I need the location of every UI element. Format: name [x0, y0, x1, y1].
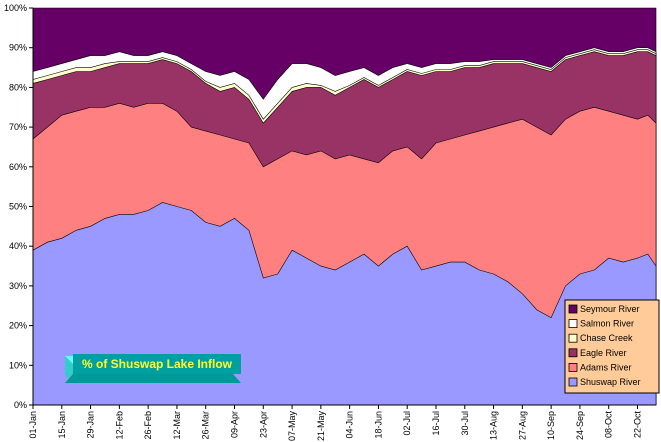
x-tick-label: 26-Feb — [143, 411, 153, 440]
y-tick-label: 70% — [9, 122, 27, 132]
chart-title-box: % of Shuswap Lake Inflow — [65, 354, 241, 383]
legend-swatch — [568, 377, 578, 387]
legend-label: Chase Creek — [580, 333, 633, 343]
legend: Seymour River Salmon River Chase Creek Eagl… — [564, 299, 660, 394]
x-tick-label: 15-Jan — [57, 411, 67, 439]
y-tick-label: 80% — [9, 82, 27, 92]
legend-items: Seymour River Salmon River Chase Creek Eagl… — [568, 304, 641, 387]
x-tick-label: 01-Jan — [28, 411, 38, 439]
legend-swatch — [568, 319, 578, 329]
x-tick-label: 12-Mar — [172, 411, 182, 440]
y-tick-label: 60% — [9, 162, 27, 172]
y-tick-label: 100% — [4, 3, 27, 13]
y-tick-label: 50% — [9, 202, 27, 212]
y-tick-label: 90% — [9, 43, 27, 53]
x-tick-label: 08-Oct — [604, 411, 614, 439]
x-tick-label: 16-Jul — [431, 411, 441, 436]
x-tick-label: 13-Aug — [489, 411, 499, 440]
title-box-front-face — [73, 354, 241, 374]
legend-label: Shuswap River — [580, 377, 641, 387]
x-axis-ticks: 01-Jan 15-Jan 29-Jan 12-Feb 26-Feb 12-Mar 26-M… — [28, 405, 642, 441]
legend-label: Salmon River — [580, 319, 634, 329]
x-tick-label: 29-Jan — [86, 411, 96, 439]
x-tick-label: 10-Sep — [546, 411, 556, 440]
legend-label: Adams River — [580, 362, 632, 372]
x-tick-label: 07-May — [287, 411, 297, 442]
x-tick-label: 04-Jun — [345, 411, 355, 439]
legend-swatch — [568, 348, 578, 358]
area-series-group — [32, 7, 657, 406]
y-tick-label: 20% — [9, 321, 27, 331]
y-tick-label: 30% — [9, 281, 27, 291]
x-tick-label: 30-Jul — [460, 411, 470, 436]
x-tick-label: 26-Mar — [201, 411, 211, 440]
x-tick-label: 21-May — [316, 411, 326, 442]
chart-title: % of Shuswap Lake Inflow — [82, 357, 233, 371]
legend-label: Seymour River — [580, 304, 640, 314]
x-tick-label: 24-Sep — [575, 411, 585, 440]
x-tick-label: 27-Aug — [517, 411, 527, 440]
x-tick-label: 09-Apr — [229, 411, 239, 438]
y-tick-label: 10% — [9, 360, 27, 370]
legend-label: Eagle River — [580, 348, 627, 358]
title-box-bottom-face — [65, 374, 241, 383]
x-tick-label: 18-Jun — [373, 411, 383, 439]
y-axis-ticks: 0% 10% 20% 30% 40% 50% 60% 70% 80% 90% 100% — [4, 3, 33, 410]
legend-swatch — [568, 304, 578, 314]
x-tick-label: 23-Apr — [258, 411, 268, 438]
x-tick-label: 02-Jul — [402, 411, 412, 436]
x-tick-label: 22-Oct — [632, 411, 642, 439]
y-tick-label: 40% — [9, 241, 27, 251]
x-tick-label: 12-Feb — [114, 411, 124, 440]
legend-swatch — [568, 333, 578, 343]
legend-box — [564, 299, 660, 394]
legend-swatch — [568, 362, 578, 372]
y-tick-label: 0% — [14, 400, 27, 410]
